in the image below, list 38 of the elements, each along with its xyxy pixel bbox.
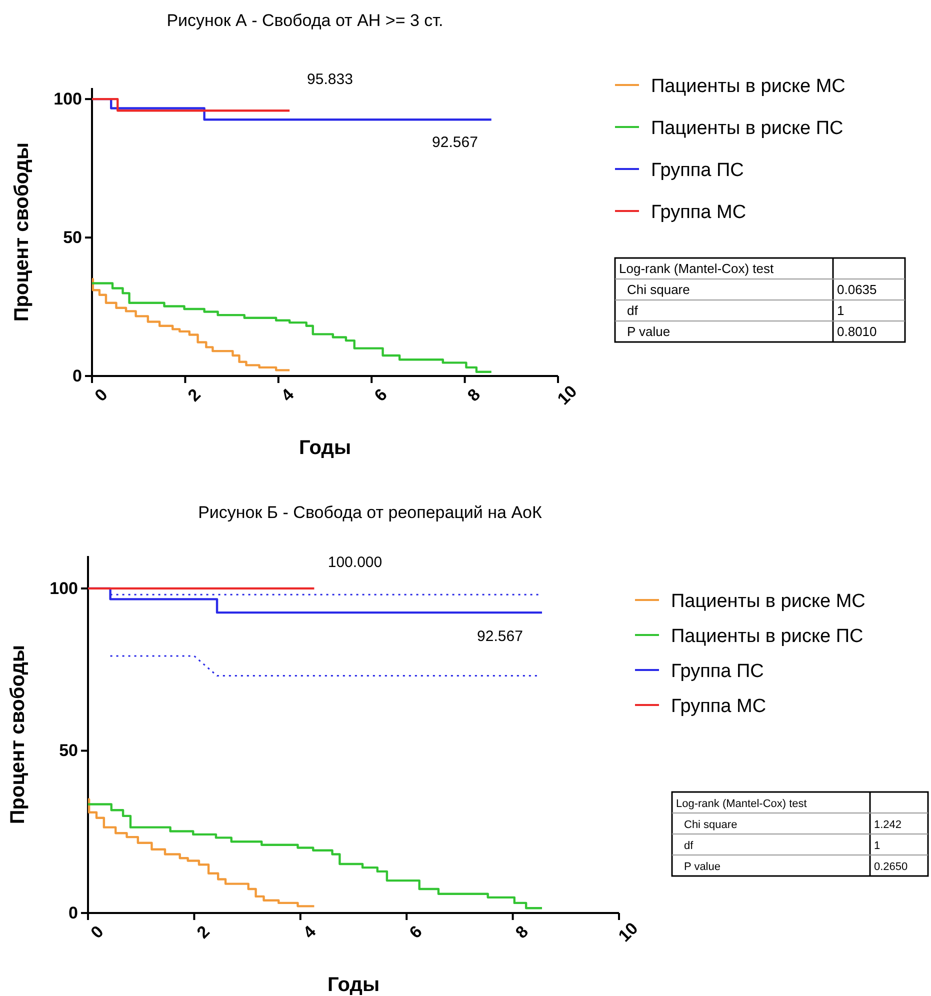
x-tick-label: 2 (184, 385, 204, 406)
x-tick-label: 4 (278, 384, 298, 406)
legend-label: Пациенты в риске МС (651, 76, 846, 97)
x-tick-label: 6 (406, 922, 426, 942)
x-tick-label: 10 (614, 918, 642, 946)
x-axis-title: Годы (298, 437, 352, 459)
y-tick-label: 50 (63, 228, 82, 247)
legend-label: Группа ПС (651, 160, 744, 181)
annotation: 92.567 (477, 628, 523, 645)
stats-table: Log-rank (Mantel-Cox) test Chi square 0.0635 df 1 P value 0.8010 (614, 257, 906, 343)
y-tick-label: 50 (59, 741, 78, 760)
x-tick-label: 2 (193, 922, 214, 942)
legend-label: Группа МС (671, 696, 766, 717)
y-tick-label: 0 (72, 366, 82, 386)
legend-label: Пациенты в риске ПС (651, 118, 844, 139)
legend-label: Пациенты в риске МС (671, 591, 866, 612)
annotation: 95.833 (307, 71, 353, 88)
chart-title: Рисунок А - Свобода от АН >= 3 ст. (166, 11, 444, 30)
y-axis-title: Процент свободы (11, 142, 33, 322)
annotation: 100.000 (328, 554, 382, 571)
x-axis-title: Годы (327, 974, 380, 996)
x-tick-label: 8 (512, 922, 532, 942)
x-tick-label: 4 (300, 922, 320, 942)
x-tick-label: 0 (91, 385, 112, 406)
legend-label: Пациенты в риске ПС (671, 626, 864, 647)
x-tick-label: 0 (87, 922, 108, 942)
legend-label: Группа ПС (671, 661, 764, 682)
y-tick-label: 100 (54, 90, 82, 109)
chart-title: Рисунок Б - Свобода от реопераций на АоК (198, 503, 542, 522)
y-tick-label: 0 (68, 903, 78, 922)
legend-label: Группа МС (651, 202, 746, 223)
y-tick-label: 100 (50, 578, 78, 598)
stats-table: Log-rank (Mantel-Cox) test Chi square 1.242 df 1 P value 0.2650 (671, 791, 929, 877)
x-tick-label: 8 (464, 385, 484, 406)
x-tick-label: 10 (554, 382, 581, 409)
y-axis-title: Процент свободы (7, 644, 29, 824)
annotation: 92.567 (432, 134, 478, 151)
x-tick-label: 6 (370, 385, 391, 406)
